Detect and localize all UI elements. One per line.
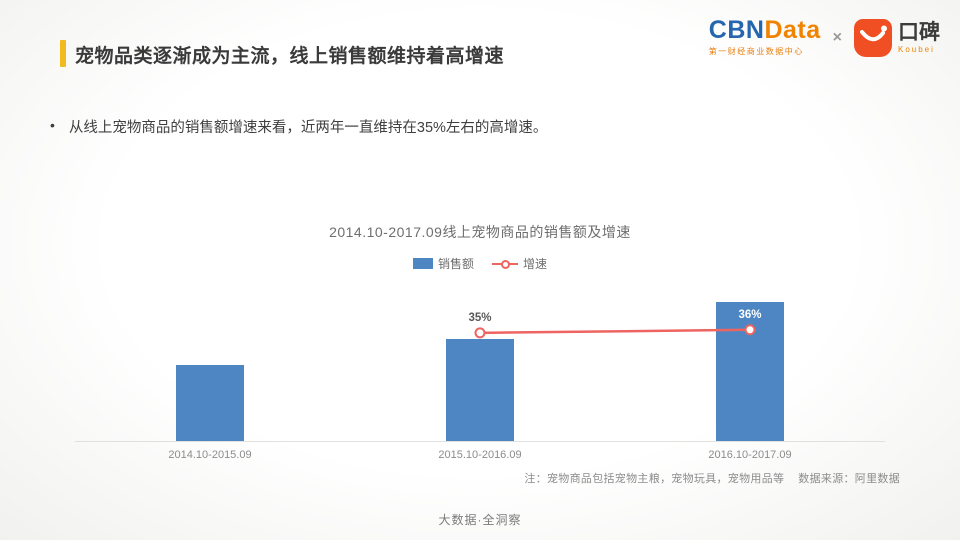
koubei-logo: 口碑 Koubei (854, 18, 940, 57)
chart-footnote: 注：宠物商品包括宠物主粮，宠物玩具，宠物用品等 数据来源：阿里数据 (524, 470, 900, 486)
koubei-en-text: Koubei (898, 44, 935, 54)
koubei-smile-icon (854, 18, 892, 57)
growth-point-marker (474, 327, 486, 339)
sales-bar (176, 365, 244, 441)
cbn-tagline: 第一财经商业数据中心 (708, 47, 804, 56)
logo-separator: × (832, 28, 842, 46)
legend-item-sales: 销售额 (412, 255, 474, 272)
koubei-cn-text: 口碑 (898, 20, 940, 44)
growth-point-label: 36% (738, 308, 762, 321)
growth-point-marker (744, 324, 756, 336)
footnote-source: 数据来源：阿里数据 (798, 473, 900, 485)
growth-line (474, 324, 756, 339)
growth-point-label: 35% (468, 311, 492, 324)
footnote-note: 注：宠物商品包括宠物主粮，宠物玩具，宠物用品等 (524, 473, 785, 485)
cbn-logo-text: CBN (708, 16, 765, 44)
bullet-text: 从线上宠物商品的销售额增速来看，近两年一直维持在35%左右的高增速。 (68, 120, 548, 136)
line-marker-swatch-icon (492, 258, 518, 269)
brand-footer: 大数据·全洞察 (438, 513, 522, 527)
plot-area: 2014.10-2015.09 2015.10-2016.09 2016.10-20… (75, 280, 885, 461)
legend-item-growth: 增速 (492, 255, 547, 272)
legend-label-growth: 增速 (523, 257, 548, 271)
legend-label-sales: 销售额 (437, 257, 474, 271)
x-axis-label: 2014.10-2015.09 (168, 449, 252, 461)
logo-row: CBNData 第一财经商业数据中心 × 口碑 Koubei (709, 18, 940, 57)
sales-bar (446, 339, 514, 441)
x-axis-line (75, 441, 885, 442)
cbndata-logo: CBNData 第一财经商业数据中心 (709, 18, 821, 57)
data-logo-text: Data (764, 16, 821, 44)
bullet-line: • 从线上宠物商品的销售额增速来看，近两年一直维持在35%左右的高增速。 (50, 116, 547, 137)
chart-legend: 销售额 增速 (0, 255, 960, 272)
chart-title: 2014.10-2017.09线上宠物商品的销售额及增速 (329, 224, 631, 240)
x-axis-label: 2015.10-2016.09 (438, 449, 522, 461)
x-axis-label: 2016.10-2017.09 (708, 449, 792, 461)
bar-swatch-icon (412, 258, 433, 269)
bullet-marker: • (50, 117, 55, 133)
page-title: 宠物品类逐渐成为主流，线上销售额维持着高增速 (75, 46, 505, 67)
title-accent-bar (60, 40, 66, 67)
